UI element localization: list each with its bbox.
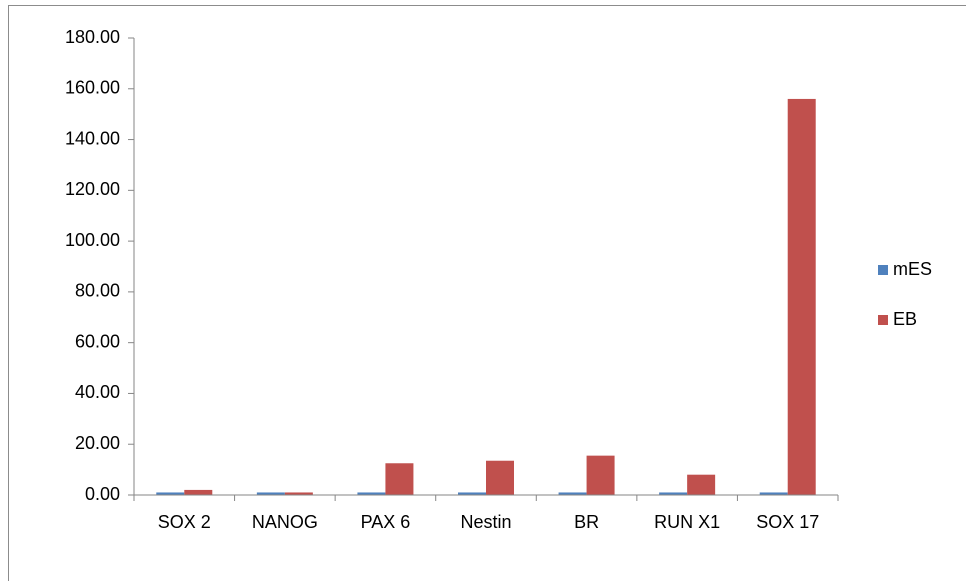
bar [788,99,816,495]
x-tick-label: SOX 2 [158,512,211,532]
x-tick-label: BR [574,512,599,532]
x-tick-label: SOX 17 [756,512,819,532]
bar [184,490,212,495]
legend-label: mES [893,259,932,279]
bar [486,461,514,495]
y-tick-label: 40.00 [75,382,120,402]
y-tick-label: 120.00 [65,179,120,199]
x-tick-label: NANOG [252,512,318,532]
y-tick-label: 160.00 [65,78,120,98]
bar [587,456,615,495]
bar [687,475,715,495]
x-tick-label: PAX 6 [361,512,411,532]
y-tick-label: 140.00 [65,128,120,148]
y-tick-label: 180.00 [65,27,120,47]
y-tick-label: 0.00 [85,484,120,504]
x-tick-label: Nestin [460,512,511,532]
x-tick-label: RUN X1 [654,512,720,532]
legend-swatch [878,265,888,275]
bar [385,463,413,495]
y-tick-label: 20.00 [75,433,120,453]
legend-label: EB [893,309,917,329]
legend-swatch [878,315,888,325]
y-tick-label: 80.00 [75,281,120,301]
y-tick-label: 100.00 [65,230,120,250]
y-tick-label: 60.00 [75,331,120,351]
